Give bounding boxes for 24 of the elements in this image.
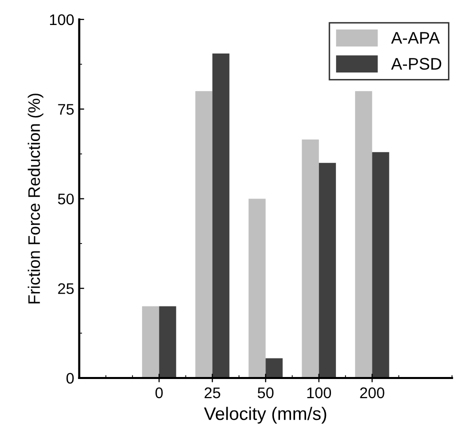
bar — [355, 91, 372, 378]
bar — [318, 162, 336, 378]
x-tick-label: 0 — [155, 387, 163, 398]
x-tick-label: 200 — [360, 387, 384, 398]
y-tick-label: 50 — [58, 194, 74, 204]
x-axis-title: Velocity (mm/s) — [204, 406, 326, 424]
legend-label: A-APA — [391, 32, 440, 44]
y-tick-label: 25 — [58, 283, 74, 294]
legend-label: A-PSD — [391, 58, 442, 70]
x-tick-label: 100 — [307, 387, 332, 398]
bar — [372, 152, 390, 378]
y-tick-label: 100 — [50, 14, 74, 26]
bar — [302, 140, 319, 378]
y-tick-label: 75 — [58, 104, 74, 115]
y-axis-title: Friction Force Reduction (%) — [28, 94, 44, 304]
bar — [142, 306, 160, 378]
bar — [212, 54, 230, 378]
bar — [248, 198, 266, 378]
bar — [266, 358, 283, 378]
bar — [195, 91, 212, 378]
bar — [159, 306, 176, 378]
x-tick-label: 50 — [258, 387, 274, 398]
x-tick-label: 25 — [204, 387, 220, 398]
y-tick-label: 0 — [66, 372, 74, 384]
